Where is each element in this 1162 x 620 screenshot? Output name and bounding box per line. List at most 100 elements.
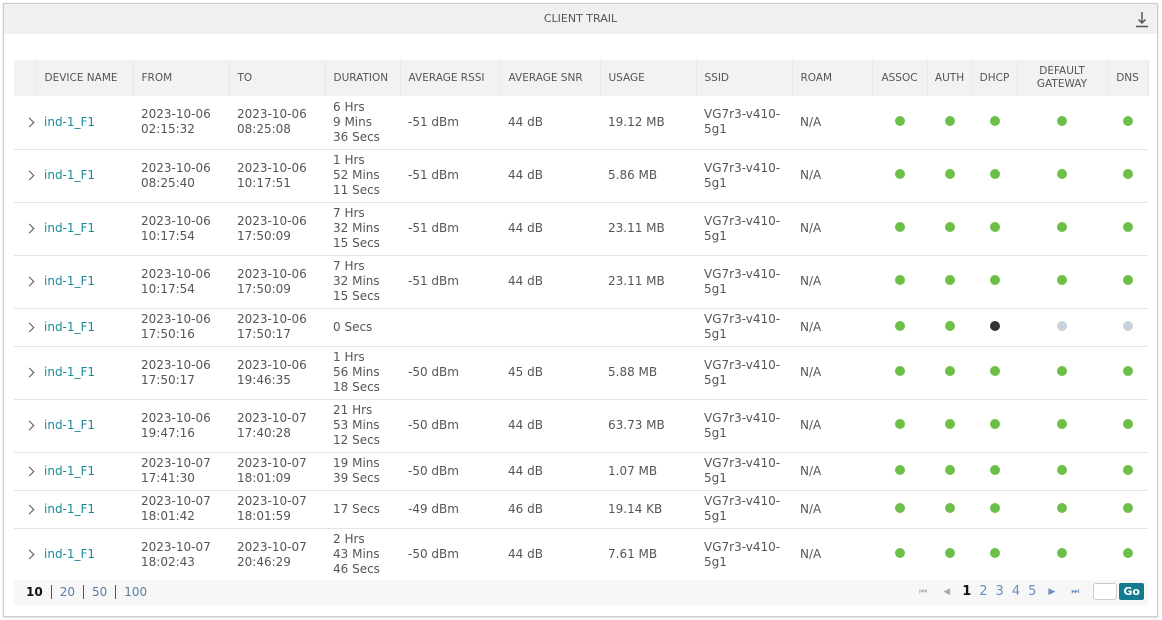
status-dot-icon bbox=[1057, 502, 1067, 513]
chevron-right-icon[interactable] bbox=[24, 223, 35, 234]
table-row[interactable]: ind-1_F1 2023-10-06 19:47:16 2023-10-07 17:4… bbox=[14, 399, 1148, 453]
device-name-link[interactable]: ind-1_F1 bbox=[44, 168, 96, 182]
chevron-right-icon[interactable] bbox=[24, 276, 35, 287]
page-link[interactable]: 2 bbox=[979, 584, 988, 599]
column-header[interactable]: USAGE bbox=[600, 60, 697, 96]
auth-cell bbox=[927, 202, 972, 256]
chevron-right-icon[interactable] bbox=[24, 117, 35, 128]
download-icon[interactable] bbox=[1135, 10, 1149, 28]
prev-page-icon[interactable]: ◀ bbox=[943, 586, 951, 597]
go-button[interactable]: Go bbox=[1119, 583, 1144, 600]
chevron-right-icon[interactable] bbox=[24, 420, 35, 431]
chevron-right-icon[interactable] bbox=[24, 322, 35, 332]
expand-cell[interactable] bbox=[14, 149, 36, 203]
status-dot-icon bbox=[944, 222, 955, 232]
column-header[interactable]: DEFAULT GATEWAY bbox=[1017, 60, 1108, 96]
page-link[interactable]: 1 bbox=[962, 584, 972, 599]
expand-cell[interactable] bbox=[14, 255, 36, 309]
device-name-link[interactable]: ind-1_F1 bbox=[44, 319, 96, 334]
from-cell: 2023-10-06 08:25:40 bbox=[133, 149, 229, 203]
roam-cell: N/A bbox=[792, 346, 872, 400]
chevron-right-icon[interactable] bbox=[24, 504, 35, 514]
device-name-link[interactable]: ind-1_F1 bbox=[44, 114, 96, 129]
table-row[interactable]: ind-1_F1 2023-10-06 17:50:16 2023-10-06 17:5… bbox=[14, 308, 1148, 347]
column-header[interactable]: DHCP bbox=[972, 60, 1018, 96]
rssi-cell: -50 dBm bbox=[400, 346, 500, 400]
column-header[interactable]: ROAM bbox=[792, 60, 873, 96]
expand-cell[interactable] bbox=[14, 490, 36, 529]
column-header[interactable]: TO bbox=[229, 60, 326, 96]
status-dot-icon bbox=[944, 275, 955, 285]
assoc-cell bbox=[872, 399, 927, 453]
dhcp-cell bbox=[972, 452, 1017, 491]
column-header[interactable]: SSID bbox=[696, 60, 793, 96]
device-name-link[interactable]: ind-1_F1 bbox=[44, 221, 96, 235]
next-page-icon[interactable]: ▶ bbox=[1048, 586, 1056, 597]
to-cell: 2023-10-06 17:50:17 bbox=[229, 308, 325, 347]
cell-line: 2023-10-07 bbox=[237, 410, 307, 425]
device-name-link[interactable]: ind-1_F1 bbox=[44, 365, 96, 379]
cell-line: 2023-10-06 bbox=[141, 213, 211, 228]
chevron-right-icon[interactable] bbox=[24, 549, 35, 560]
column-header[interactable]: AVERAGE RSSI bbox=[400, 60, 501, 96]
table-row[interactable]: ind-1_F1 2023-10-06 08:25:40 2023-10-06 10:1… bbox=[14, 149, 1148, 203]
status-dot-icon bbox=[944, 548, 955, 558]
expand-cell[interactable] bbox=[14, 96, 36, 150]
device-name-link[interactable]: ind-1_F1 bbox=[44, 547, 96, 561]
cell-line: 1 Hrs bbox=[333, 350, 365, 364]
chevron-right-icon[interactable] bbox=[24, 170, 35, 181]
status-dot-icon bbox=[1057, 222, 1067, 232]
status-dot-icon bbox=[894, 320, 905, 331]
expand-cell[interactable] bbox=[14, 399, 36, 453]
page-size-option[interactable]: 50 bbox=[82, 585, 116, 599]
expand-cell[interactable] bbox=[14, 308, 36, 347]
column-header[interactable]: FROM bbox=[133, 60, 230, 96]
table-row[interactable]: ind-1_F1 2023-10-07 17:41:30 2023-10-07 18:0… bbox=[14, 452, 1148, 491]
table-row[interactable]: ind-1_F1 2023-10-06 10:17:54 2023-10-06 17:5… bbox=[14, 202, 1148, 256]
page-link[interactable]: 5 bbox=[1028, 584, 1037, 599]
table-row[interactable]: ind-1_F1 2023-10-06 10:17:54 2023-10-06 17:5… bbox=[14, 255, 1148, 309]
page-size-option[interactable]: 20 bbox=[50, 585, 83, 599]
expand-cell[interactable] bbox=[14, 202, 36, 256]
expand-cell[interactable] bbox=[14, 452, 36, 491]
cell-line: 10:17:54 bbox=[141, 228, 195, 243]
first-page-icon[interactable]: ⏮ bbox=[919, 586, 928, 597]
dns-cell bbox=[1107, 399, 1148, 453]
status-dot-icon bbox=[989, 419, 1000, 429]
expand-cell[interactable] bbox=[14, 528, 36, 582]
column-header[interactable]: DNS bbox=[1107, 60, 1149, 96]
last-page-icon[interactable]: ⏭ bbox=[1071, 586, 1080, 597]
chevron-right-icon[interactable] bbox=[24, 367, 35, 378]
chevron-right-icon[interactable] bbox=[24, 466, 35, 476]
cell-line: 02:15:32 bbox=[141, 122, 195, 137]
column-header[interactable]: DEVICE NAME bbox=[36, 60, 134, 96]
cell-line: 39 Secs bbox=[333, 471, 380, 485]
page-size-option[interactable]: 100 bbox=[115, 585, 156, 599]
cell-line: VG7r3-v410- bbox=[704, 494, 781, 508]
device-name-link[interactable]: ind-1_F1 bbox=[44, 463, 96, 478]
page-size-option[interactable]: 10 bbox=[26, 585, 43, 599]
ssid-cell: VG7r3-v410- 5g1 bbox=[696, 528, 792, 582]
table-row[interactable]: ind-1_F1 2023-10-07 18:01:42 2023-10-07 18:0… bbox=[14, 490, 1148, 529]
table-row[interactable]: ind-1_F1 2023-10-07 18:02:43 2023-10-07 20:4… bbox=[14, 528, 1148, 582]
page-link[interactable]: 4 bbox=[1011, 584, 1021, 599]
status-dot-icon bbox=[1057, 419, 1067, 429]
column-header[interactable]: AUTH bbox=[927, 60, 973, 96]
rssi-cell: -50 dBm bbox=[400, 528, 500, 582]
column-header[interactable]: DURATION bbox=[325, 60, 401, 96]
device-name-link[interactable]: ind-1_F1 bbox=[44, 274, 96, 288]
table-row[interactable]: ind-1_F1 2023-10-06 17:50:17 2023-10-06 19:4… bbox=[14, 346, 1148, 400]
device-name-link[interactable]: ind-1_F1 bbox=[44, 418, 96, 432]
page-number-input[interactable] bbox=[1093, 583, 1118, 600]
ssid-cell: VG7r3-v410- 5g1 bbox=[696, 452, 792, 491]
status-dot-icon bbox=[989, 169, 1000, 179]
expand-cell[interactable] bbox=[14, 346, 36, 400]
device-name-link[interactable]: ind-1_F1 bbox=[44, 501, 96, 516]
default-gateway-cell bbox=[1017, 255, 1107, 309]
page-link[interactable]: 3 bbox=[995, 584, 1004, 599]
column-header[interactable]: ASSOC bbox=[872, 60, 928, 96]
table-row[interactable]: ind-1_F1 2023-10-06 02:15:32 2023-10-06 08:2… bbox=[14, 96, 1148, 150]
assoc-cell bbox=[872, 346, 927, 400]
column-header[interactable]: AVERAGE SNR bbox=[500, 60, 601, 96]
usage-cell: 19.14 KB bbox=[600, 490, 696, 529]
